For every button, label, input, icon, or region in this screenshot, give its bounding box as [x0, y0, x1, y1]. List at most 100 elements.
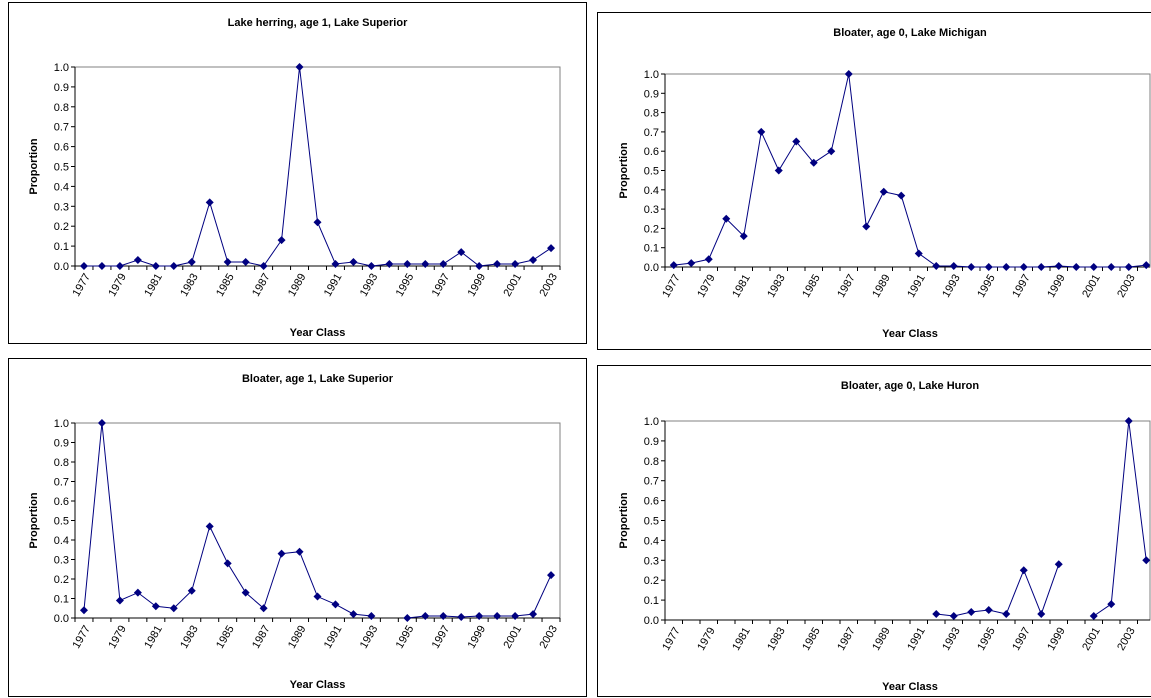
- data-point: [827, 147, 836, 156]
- data-point: [949, 612, 958, 621]
- y-tick-label: 0.9: [54, 438, 69, 450]
- y-tick-label: 0.7: [644, 127, 659, 139]
- data-point: [169, 262, 178, 270]
- data-point: [967, 263, 976, 271]
- y-tick-label: 0.7: [54, 477, 69, 489]
- data-point: [967, 608, 976, 617]
- data-point: [547, 571, 556, 580]
- chart-panel: Lake herring, age 1, Lake Superior Year C…: [8, 2, 587, 344]
- data-point: [187, 258, 196, 267]
- y-tick-label: 0.9: [54, 82, 69, 94]
- data-point: [151, 602, 160, 611]
- panel-frame: [8, 358, 587, 697]
- data-point: [367, 612, 376, 621]
- data-point: [151, 262, 160, 270]
- data-point: [932, 610, 941, 619]
- data-point: [295, 63, 304, 71]
- y-tick-label: 0.1: [644, 595, 659, 607]
- series-line: [673, 73, 1147, 268]
- data-point: [277, 236, 286, 245]
- data-point: [897, 191, 906, 200]
- data-point: [1089, 612, 1098, 621]
- data-point: [439, 260, 448, 269]
- y-tick-label: 0.8: [644, 108, 659, 120]
- data-point: [457, 248, 466, 257]
- data-point: [277, 549, 286, 558]
- data-point: [79, 262, 88, 270]
- data-point: [949, 262, 958, 271]
- data-point: [205, 522, 214, 531]
- data-point: [97, 419, 106, 427]
- y-tick-label: 0.6: [644, 496, 659, 508]
- data-point: [205, 198, 214, 207]
- y-tick-label: 0.0: [644, 262, 659, 274]
- data-point: [349, 258, 358, 267]
- data-point: [97, 262, 106, 270]
- y-axis-title: Proportion: [618, 142, 630, 198]
- data-point: [223, 559, 232, 568]
- title: Bloater, age 0, Lake Michigan: [833, 27, 987, 39]
- data-point: [1142, 261, 1151, 270]
- data-point: [914, 249, 923, 258]
- y-tick-label: 0.0: [644, 615, 659, 627]
- y-tick-label: 0.0: [54, 261, 69, 273]
- data-point: [475, 612, 484, 621]
- data-point: [403, 614, 412, 622]
- data-point: [722, 214, 731, 223]
- data-point: [493, 612, 502, 621]
- data-point: [1107, 263, 1116, 271]
- data-point: [932, 262, 941, 271]
- data-point: [457, 613, 466, 622]
- data-point: [79, 606, 88, 615]
- data-point: [223, 258, 232, 267]
- x-axis-title: Year Class: [882, 681, 938, 693]
- data-point: [687, 259, 696, 268]
- data-point: [1089, 263, 1098, 271]
- data-point: [187, 586, 196, 595]
- data-point: [133, 588, 142, 597]
- data-point: [792, 137, 801, 146]
- data-point: [349, 610, 358, 619]
- data-point: [1002, 263, 1011, 271]
- y-tick-label: 0.8: [644, 456, 659, 468]
- x-axis-title: Year Class: [290, 327, 346, 339]
- y-tick-label: 0.9: [644, 88, 659, 100]
- data-point: [1107, 600, 1116, 609]
- y-tick-label: 0.8: [54, 457, 69, 469]
- data-point: [529, 256, 538, 265]
- data-point: [1142, 556, 1151, 565]
- data-point: [669, 261, 678, 270]
- data-point: [367, 262, 376, 270]
- data-point: [259, 262, 268, 270]
- y-tick-label: 0.1: [644, 243, 659, 255]
- y-tick-label: 1.0: [54, 62, 69, 74]
- y-tick-label: 0.2: [54, 221, 69, 233]
- data-point: [493, 260, 502, 269]
- data-point: [1002, 610, 1011, 619]
- data-point: [475, 262, 484, 270]
- y-tick-label: 0.5: [54, 516, 69, 528]
- data-point: [169, 604, 178, 613]
- y-tick-label: 0.4: [54, 535, 69, 547]
- y-tick-label: 0.2: [54, 574, 69, 586]
- data-point: [862, 222, 871, 231]
- data-point: [984, 606, 993, 615]
- data-point: [1037, 263, 1046, 271]
- y-tick-label: 0.1: [54, 241, 69, 253]
- data-point: [704, 255, 713, 264]
- y-axis-title: Proportion: [28, 492, 40, 548]
- x-axis-title: Year Class: [882, 328, 938, 340]
- y-tick-label: 0.5: [54, 162, 69, 174]
- data-point: [879, 187, 888, 196]
- y-tick-label: 1.0: [54, 418, 69, 430]
- data-point: [331, 260, 340, 269]
- data-point: [259, 604, 268, 613]
- data-point: [1054, 262, 1063, 271]
- y-tick-label: 0.4: [54, 181, 69, 193]
- data-point: [331, 600, 340, 609]
- y-tick-label: 0.1: [54, 594, 69, 606]
- chart-panel: Bloater, age 1, Lake Superior Year Class P…: [8, 358, 587, 697]
- data-point: [403, 260, 412, 269]
- y-tick-label: 0.7: [54, 122, 69, 134]
